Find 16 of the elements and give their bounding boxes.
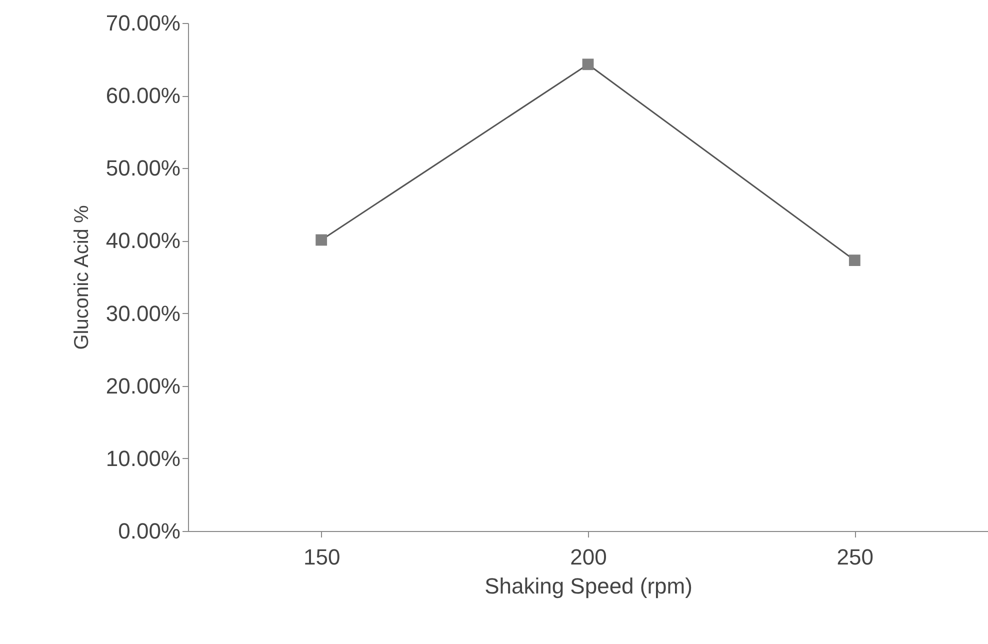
x-tick-label: 250 — [836, 544, 874, 570]
y-tick-label: 0.00% — [118, 518, 180, 544]
point — [316, 234, 328, 246]
y-tick-label: 30.00% — [106, 300, 180, 326]
x-tick-label: 150 — [303, 544, 340, 570]
y-tick-label: 60.00% — [106, 83, 180, 108]
y-axis-title: Gluconic Acid % — [70, 205, 93, 350]
point — [582, 58, 594, 70]
x-axis-title: Shaking Speed (rpm) — [484, 574, 692, 598]
y-tick-label: 20.00% — [106, 373, 180, 398]
point — [848, 254, 860, 266]
y-tick-label: 10.00% — [106, 446, 180, 471]
y-tick-label: 50.00% — [106, 156, 180, 181]
y-tick-label: 70.00% — [106, 10, 180, 36]
y-tick-label: 40.00% — [106, 228, 180, 254]
x-tick-label: 200 — [570, 544, 607, 570]
